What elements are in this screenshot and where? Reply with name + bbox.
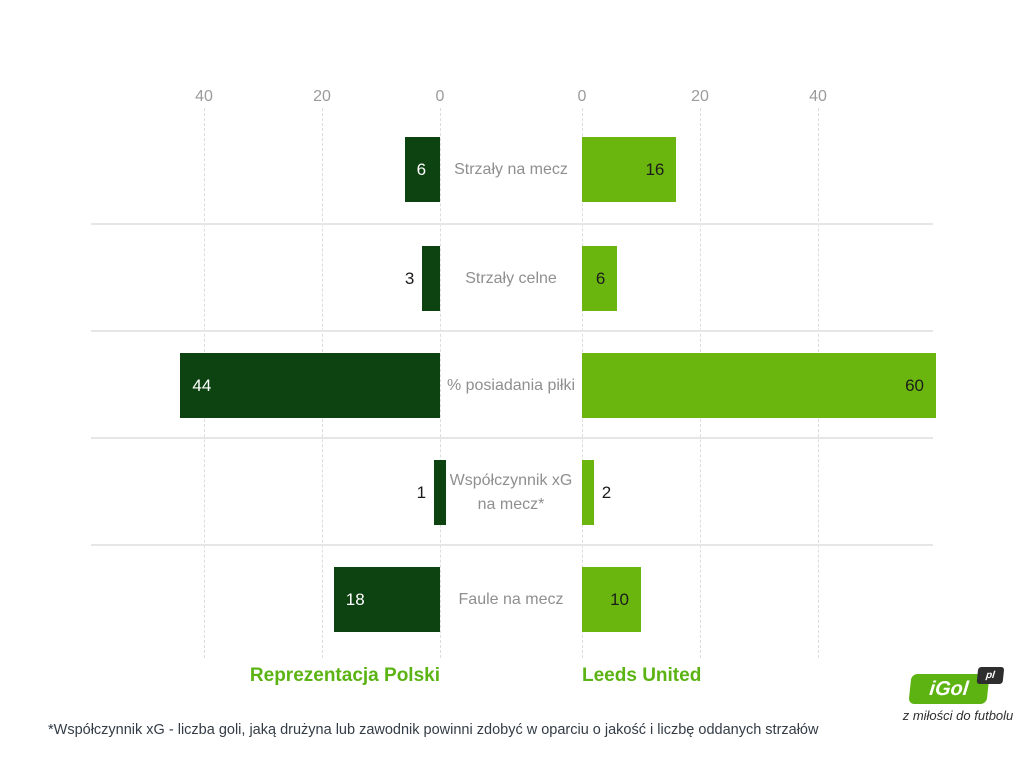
bar-value-label: 2 bbox=[601, 482, 612, 502]
category-label: Strzały celne bbox=[465, 269, 557, 287]
bar-left-0: 6 bbox=[404, 137, 440, 202]
xg-footnote: *Współczynnik xG - liczba goli, jaką dru… bbox=[48, 722, 819, 738]
igol-logo: iGol pl z miłości do futbolu bbox=[898, 667, 1018, 723]
category-label: Faule na mecz bbox=[458, 590, 564, 608]
chart-row: 18 Faule na mecz 10 bbox=[91, 544, 933, 651]
category-label: % posiadania piłki bbox=[446, 376, 576, 394]
bar-value-label: 3 bbox=[404, 268, 415, 288]
legend-team-left: Reprezentacja Polski bbox=[249, 665, 440, 686]
axis-tick: 40 bbox=[195, 88, 213, 105]
axis-tick: 0 bbox=[577, 88, 587, 105]
category-label: Strzały na mecz bbox=[454, 160, 568, 178]
igol-logo-box: iGol pl bbox=[908, 667, 1005, 704]
chart-row: 3 Strzały celne 6 bbox=[91, 223, 933, 330]
bar-right-3 bbox=[582, 460, 594, 525]
chart-row: 1 Współczynnik xG na mecz* 2 bbox=[91, 437, 933, 544]
axis-tick: 40 bbox=[809, 88, 827, 105]
category-label: Współczynnik xG na mecz* bbox=[449, 471, 573, 513]
chart-rows: 6 Strzały na mecz 16 3 Strzały celne 6 44 % pos… bbox=[91, 116, 936, 651]
bar-right-1: 6 bbox=[582, 246, 618, 311]
bar-right-0: 16 bbox=[582, 137, 677, 202]
igol-logo-tagline: z miłości do futbolu bbox=[902, 708, 1014, 723]
chart-row: 6 Strzały na mecz 16 bbox=[91, 116, 933, 223]
bar-left-3 bbox=[434, 460, 447, 525]
bar-right-4: 10 bbox=[582, 567, 641, 632]
bar-left-4: 18 bbox=[333, 567, 440, 632]
axis-tick: 0 bbox=[435, 88, 445, 105]
legend-team-right: Leeds United bbox=[582, 665, 702, 686]
bar-left-1 bbox=[422, 246, 440, 311]
bar-left-2: 44 bbox=[180, 353, 440, 418]
igol-logo-pl-badge: pl bbox=[976, 667, 1005, 684]
axis-tick: 20 bbox=[313, 88, 331, 105]
chart-row: 44 % posiadania piłki 60 bbox=[91, 330, 936, 437]
gridline bbox=[440, 108, 441, 658]
igol-logo-wordmark: iGol bbox=[928, 678, 970, 700]
axis-tick: 20 bbox=[691, 88, 709, 105]
bar-right-2: 60 bbox=[582, 353, 936, 418]
bar-value-label: 1 bbox=[416, 482, 427, 502]
